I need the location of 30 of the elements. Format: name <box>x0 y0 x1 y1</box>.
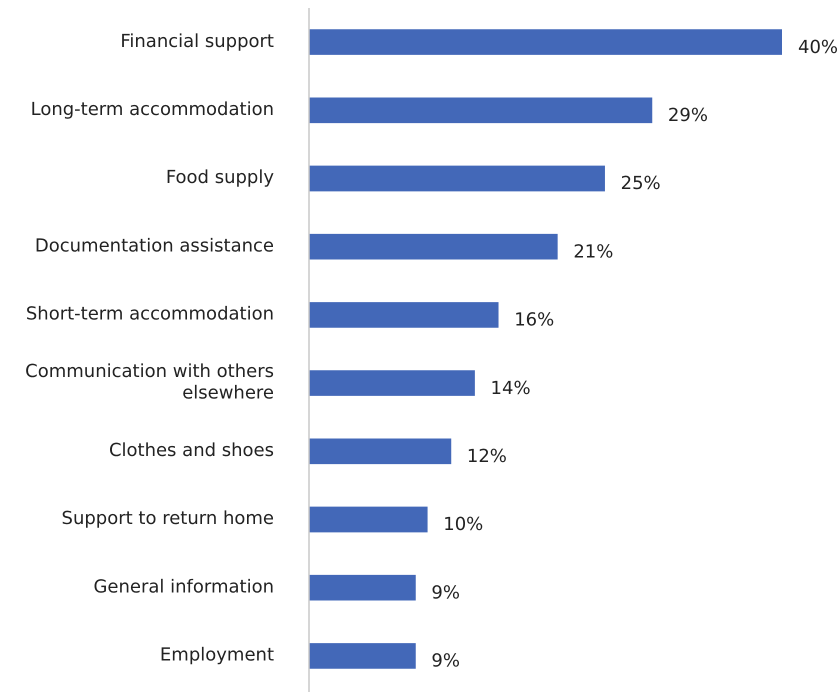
bar <box>309 506 428 532</box>
bar <box>309 438 452 464</box>
y-tick-label: Communication with others elsewhere <box>25 360 274 404</box>
y-tick-label: Support to return home <box>62 508 274 530</box>
y-tick-label: Short-term accommodation <box>26 304 274 325</box>
bar <box>309 370 475 396</box>
y-tick-label: Food supply <box>166 167 274 188</box>
y-tick-label: Financial support <box>120 30 274 52</box>
bar <box>309 234 558 260</box>
y-tick-label: Long-term accommodation <box>30 98 274 120</box>
data-label: 9% <box>431 582 460 604</box>
data-label: 9% <box>431 650 460 672</box>
bar <box>309 97 652 124</box>
bar <box>309 574 416 601</box>
data-label: 14% <box>490 378 531 399</box>
bar <box>309 643 416 669</box>
data-label: 29% <box>668 104 708 126</box>
data-label: 16% <box>514 310 554 331</box>
y-tick-label: Clothes and shoes <box>108 440 274 461</box>
y-tick-label: Employment <box>160 644 274 666</box>
data-label: 10% <box>443 514 484 536</box>
data-label: 40% <box>798 36 838 58</box>
bar <box>309 166 605 192</box>
bar <box>309 302 499 328</box>
bar <box>309 29 782 55</box>
data-label: 25% <box>620 173 661 194</box>
y-tick-label: Documentation assistance <box>34 235 274 256</box>
data-label: 21% <box>573 241 614 262</box>
data-label: 12% <box>466 446 507 467</box>
y-tick-label: General information <box>93 576 274 598</box>
